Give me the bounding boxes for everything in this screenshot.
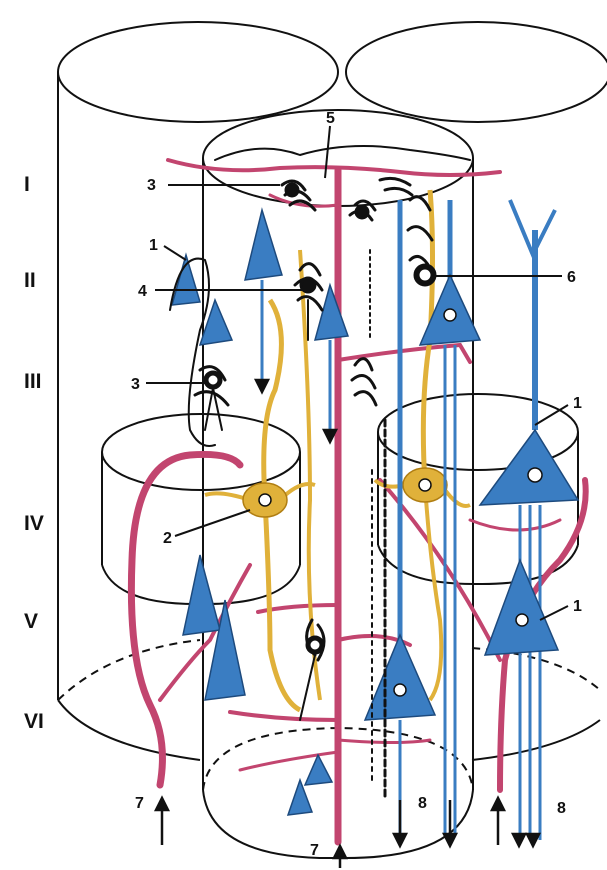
leader-1b [534,404,569,426]
label-3-top: 3 [147,177,156,194]
layer-labels: I II III IV V VI [24,173,44,733]
pyramidal-cell-right-lower [483,557,560,656]
leader-lines [146,125,569,621]
chandelier-cell-III [350,357,378,407]
label-6: 6 [567,269,576,286]
label-7-left: 7 [135,795,144,812]
pyramidal-cell-small-2 [198,297,234,346]
basket-cell-layer-II [293,262,324,341]
arrows [153,378,542,868]
arrow-down-8b [441,800,459,849]
right-cylinder-bottom [471,719,601,761]
arrow-down-small-1 [253,378,271,395]
blood-vessels [127,158,589,846]
layer-label-III: III [24,370,42,393]
leader-2 [174,509,251,537]
left-cylinder-top [57,21,339,123]
left-cylinder-bottom-back [57,639,201,701]
right-small-cylinder-bottom [377,544,579,586]
leader-1c [539,605,569,621]
arrow-down-small-2 [321,428,339,445]
stellate-cell-left [204,249,322,713]
label-3-mid: 3 [131,376,140,393]
label-8-right: 8 [557,800,566,817]
pyramidal-cell-center-right [418,200,482,835]
label-1-right-bottom: 1 [573,598,582,615]
label-1-top: 1 [149,237,158,254]
black-loop-left [169,257,216,447]
leader-5 [324,125,331,179]
chandelier-cell-top [348,176,414,222]
label-2: 2 [163,530,172,547]
pyramidal-cell-right-large [478,199,580,840]
pyramidal-cell-center-lower [363,200,437,835]
lower-branch-left [238,750,340,772]
layer-label-V: V [24,610,38,633]
lower-branch-right [336,738,432,744]
layer-label-II: II [24,269,36,292]
right-cylinder-top [345,21,607,123]
arrow-up-left [153,795,171,845]
layer-label-IV: IV [24,512,44,535]
upper-branch-left [268,193,340,208]
horizontal-cell-layer-I [280,179,317,212]
top-vessel-branch [166,158,502,177]
right-small-branch [468,518,562,532]
pyramidal-cell-layer-II [244,207,283,380]
pyramidal-cell-layer-II-center [313,282,350,430]
martinotti-cell-V [299,618,326,721]
label-8-center: 8 [418,795,427,812]
pyramidal-cell-bottom-2 [286,777,314,816]
layer-V-branch-right [336,634,412,647]
arrow-down-double [510,832,542,849]
layer-label-VI: VI [24,710,44,733]
label-1-right-top: 1 [573,395,582,412]
cell-6-neuron [406,195,437,287]
arrow-down-8a [391,800,409,849]
left-cylinder-bottom [57,699,201,761]
number-labels: 3 1 4 3 2 5 6 1 1 7 7 8 8 [131,110,582,859]
layer-VI-branch-left [228,710,340,722]
leader-1a [163,245,187,261]
black-cells [169,145,471,802]
label-4: 4 [138,283,147,300]
left-vessel-branch [158,563,252,702]
top-axon-plexus [214,145,471,161]
blue-cells [170,199,580,840]
label-5: 5 [326,110,335,127]
arrow-up-right [489,795,507,845]
double-bouquet-cell-III [193,365,230,431]
left-ascending-vessel [127,451,244,789]
pyramidal-cell-layer-V-2 [204,599,246,701]
arrow-up-center [331,843,349,868]
pyramidal-cell-bottom-1 [303,753,334,786]
label-7-center: 7 [310,842,319,859]
pyramidal-cell-small-1 [170,252,201,306]
layer-label-I: I [24,173,30,196]
layer-V-branch-left [256,603,340,614]
pyramidal-cell-layer-V-1 [182,554,221,636]
